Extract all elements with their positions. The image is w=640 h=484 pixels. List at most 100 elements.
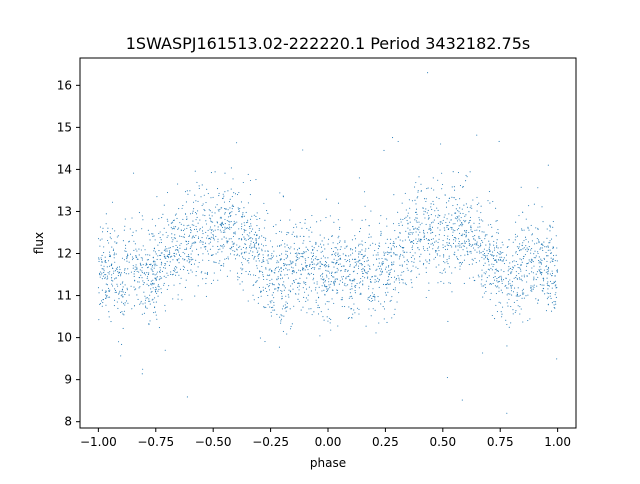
- data-point: [521, 228, 523, 230]
- y-tick-label: 8: [64, 415, 72, 429]
- data-point: [453, 239, 455, 241]
- data-point: [393, 281, 395, 283]
- data-point: [378, 300, 380, 302]
- data-point: [312, 252, 314, 254]
- data-point: [315, 299, 317, 301]
- data-point: [213, 239, 215, 241]
- data-point: [519, 294, 521, 296]
- data-point: [548, 268, 550, 270]
- data-point: [152, 287, 154, 289]
- data-point: [216, 188, 219, 190]
- data-point: [351, 285, 353, 287]
- y-tick-label: 15: [57, 120, 72, 134]
- data-point: [443, 260, 445, 263]
- data-point: [302, 269, 304, 271]
- data-point: [434, 256, 436, 259]
- data-point: [439, 229, 441, 231]
- data-point: [216, 204, 218, 206]
- data-point: [481, 276, 483, 278]
- data-point: [289, 252, 292, 254]
- data-point: [305, 265, 307, 267]
- data-point: [215, 206, 217, 208]
- data-point: [523, 240, 525, 242]
- data-point: [205, 202, 207, 204]
- data-point: [348, 255, 350, 257]
- data-point: [497, 232, 499, 234]
- data-point: [349, 278, 351, 281]
- data-point: [428, 262, 430, 265]
- data-point: [222, 231, 224, 234]
- data-point: [168, 247, 170, 249]
- data-point: [154, 265, 156, 267]
- data-point: [417, 247, 419, 249]
- data-point: [527, 319, 529, 322]
- data-point: [505, 259, 507, 261]
- data-point: [430, 229, 432, 231]
- data-point: [460, 243, 462, 245]
- data-point: [109, 296, 111, 298]
- data-point: [456, 218, 458, 220]
- data-point: [453, 196, 455, 199]
- data-point: [544, 246, 546, 248]
- data-point: [327, 266, 329, 268]
- data-point: [451, 246, 453, 248]
- data-point: [531, 259, 533, 261]
- data-point: [183, 224, 185, 226]
- data-point: [210, 282, 213, 285]
- data-point: [316, 221, 318, 223]
- data-point: [124, 304, 126, 306]
- data-point: [525, 269, 527, 271]
- data-point: [223, 245, 225, 247]
- data-point: [415, 220, 417, 222]
- data-point: [252, 241, 255, 244]
- data-point: [397, 275, 399, 277]
- data-point: [332, 276, 334, 278]
- data-point: [187, 242, 189, 244]
- data-point: [111, 283, 113, 285]
- data-point: [142, 264, 144, 266]
- data-point: [287, 294, 289, 296]
- data-point: [302, 253, 304, 255]
- data-point: [395, 254, 397, 256]
- data-point: [98, 292, 100, 294]
- data-point: [258, 286, 261, 289]
- data-point: [264, 250, 266, 252]
- data-point: [452, 229, 454, 231]
- data-point: [233, 205, 235, 207]
- data-point: [138, 271, 140, 273]
- data-point: [236, 244, 238, 246]
- data-point: [468, 231, 470, 234]
- data-point: [300, 253, 302, 255]
- data-point: [376, 280, 378, 282]
- data-point: [354, 235, 356, 237]
- data-point: [124, 284, 126, 286]
- data-point: [254, 231, 257, 233]
- data-point: [222, 193, 224, 195]
- data-point: [358, 177, 360, 179]
- data-point: [276, 262, 278, 264]
- data-point: [527, 294, 529, 296]
- data-point: [511, 271, 513, 273]
- data-point: [146, 259, 148, 261]
- data-point: [156, 271, 158, 273]
- data-point: [543, 258, 546, 260]
- data-point: [126, 289, 128, 291]
- data-point: [170, 226, 172, 228]
- data-point: [228, 224, 230, 226]
- data-point: [493, 240, 495, 242]
- data-point: [205, 231, 207, 233]
- data-point: [492, 266, 494, 268]
- data-point: [492, 255, 494, 257]
- data-point: [238, 246, 240, 248]
- data-point: [394, 289, 396, 291]
- data-point: [378, 262, 380, 264]
- data-point: [295, 260, 297, 262]
- data-point: [139, 262, 141, 264]
- data-point: [515, 236, 517, 238]
- data-point: [458, 218, 460, 220]
- data-point: [462, 242, 464, 244]
- data-point: [255, 281, 257, 283]
- data-point: [540, 268, 542, 270]
- data-point: [451, 227, 453, 229]
- data-point: [188, 235, 190, 238]
